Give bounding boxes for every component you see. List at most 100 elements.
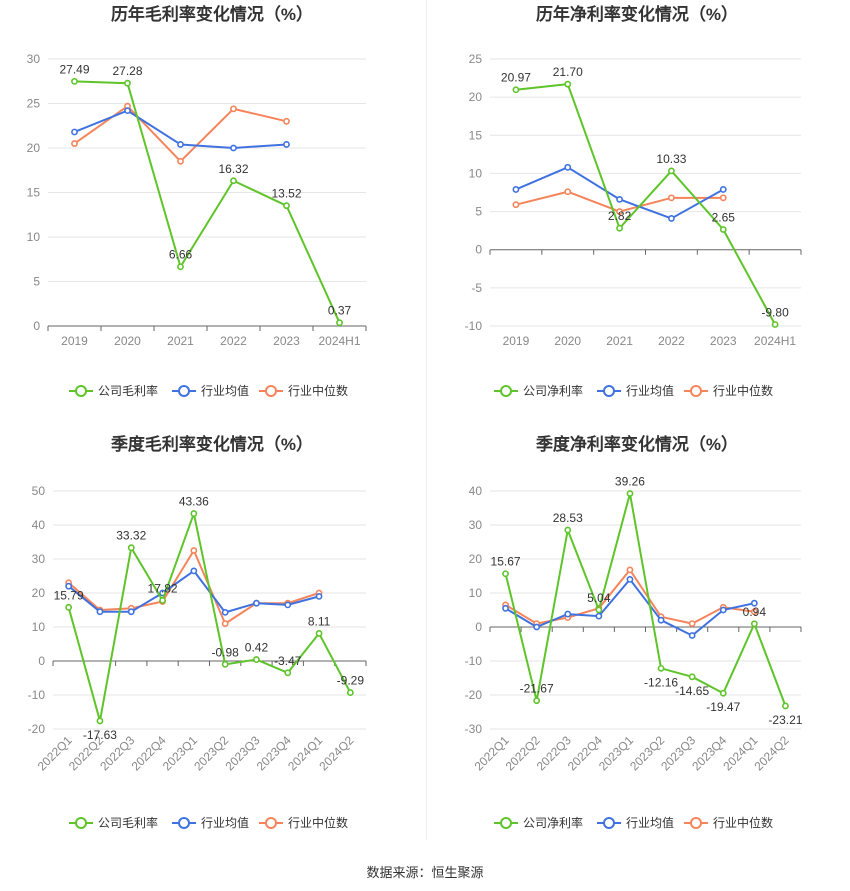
data-point-median xyxy=(190,547,198,554)
chart-title: 季度净利率变化情况（%） xyxy=(536,434,738,454)
y-tick-label: 40 xyxy=(32,518,46,532)
x-tick-label: 2019 xyxy=(503,334,530,348)
legend-label: 行业均值 xyxy=(201,383,249,398)
data-point-mean xyxy=(750,599,758,607)
y-tick-label: 30 xyxy=(469,518,483,532)
legend-swatch-marker xyxy=(500,385,512,397)
data-point-median xyxy=(688,620,696,627)
x-tick-label: 2020 xyxy=(554,334,581,348)
data-label: 33.32 xyxy=(116,529,146,543)
y-tick-label: -10 xyxy=(465,654,483,668)
y-tick-label: 10 xyxy=(469,166,483,180)
data-label: 21.70 xyxy=(553,65,583,79)
legend-label: 行业中位数 xyxy=(713,383,773,398)
data-label: 20.97 xyxy=(501,71,531,85)
y-tick-label: -10 xyxy=(465,319,483,333)
legend-swatch-marker xyxy=(178,385,190,397)
data-point-company xyxy=(657,664,665,672)
data-point-median xyxy=(177,157,184,165)
x-tick-label: 2023 xyxy=(273,334,300,348)
y-tick-label: 10 xyxy=(469,586,483,600)
data-point-company xyxy=(177,263,184,271)
data-point-company xyxy=(127,544,135,552)
chart-panel-annual-gross-margin: 历年毛利率变化情况（%） 0 5 10 15 20 25 30 2019 2020 2021 2022… xyxy=(0,0,425,430)
data-label: 0.37 xyxy=(328,304,352,318)
data-point-company xyxy=(688,673,696,681)
data-point-company xyxy=(668,167,675,175)
series-line-company xyxy=(74,80,341,324)
data-point-company xyxy=(71,77,78,85)
data-point-mean xyxy=(283,141,290,148)
legend-swatch-marker xyxy=(265,817,277,829)
data-point-median xyxy=(230,105,237,113)
x-tick-label: 2021 xyxy=(167,334,194,348)
data-point-company xyxy=(533,697,541,705)
data-point-mean xyxy=(124,107,131,115)
y-tick-label: 25 xyxy=(469,52,483,66)
legend-label: 行业中位数 xyxy=(288,383,348,398)
data-point-median xyxy=(626,566,634,574)
data-point-mean xyxy=(616,195,623,203)
data-point-company xyxy=(221,660,229,668)
data-label: -0.98 xyxy=(211,645,239,659)
data-point-company xyxy=(65,603,73,611)
y-tick-label: 40 xyxy=(469,484,483,498)
data-point-mean xyxy=(221,608,229,616)
y-tick-label: 20 xyxy=(32,586,46,600)
chart-title: 季度毛利率变化情况（%） xyxy=(111,434,313,454)
legend-swatch-marker xyxy=(690,817,702,829)
series-line-company xyxy=(504,492,787,707)
data-source-footer: 数据来源：恒生聚源 xyxy=(366,865,484,880)
data-point-mean xyxy=(595,612,603,620)
data-label: 0.42 xyxy=(245,641,269,655)
quarterly-gross-margin-chart: 季度毛利率变化情况（%）-20-10010203040502022Q12022Q… xyxy=(28,434,367,830)
data-point-mean xyxy=(71,128,78,136)
data-point-mean xyxy=(230,144,237,152)
data-point-company xyxy=(283,202,290,210)
y-tick-label: 0 xyxy=(475,620,482,634)
x-tick-label: 2022 xyxy=(220,334,247,348)
annual-net-margin-chart: 历年净利率变化情况（%） -10 -5 0 5 10 15 20 25 2019 2020 2021 2… xyxy=(465,4,802,398)
data-label: 27.49 xyxy=(59,62,89,76)
data-label: 2.82 xyxy=(608,209,632,223)
data-label: -21.67 xyxy=(520,682,554,696)
data-label: -23.21 xyxy=(768,713,802,727)
y-tick-label: 15 xyxy=(27,186,41,200)
data-point-median xyxy=(221,620,229,627)
chart-title: 历年毛利率变化情况（%） xyxy=(111,4,313,24)
legend-swatch-marker xyxy=(603,385,615,397)
x-tick-label: 2022 xyxy=(658,334,685,348)
data-label: 27.28 xyxy=(112,64,142,78)
data-point-mean xyxy=(127,608,135,616)
series-line-mean xyxy=(68,569,320,614)
data-point-median xyxy=(750,608,758,616)
data-label: -9.80 xyxy=(761,305,789,319)
y-tick-label: 30 xyxy=(32,552,46,566)
data-label: 10.33 xyxy=(656,152,686,166)
y-tick-label: 20 xyxy=(469,552,483,566)
data-point-company xyxy=(124,79,131,87)
data-point-median xyxy=(564,188,572,196)
data-point-mean xyxy=(177,141,184,148)
data-point-company xyxy=(346,689,354,696)
data-label: -19.47 xyxy=(706,700,740,714)
data-label: 15.67 xyxy=(491,555,521,569)
data-point-mean xyxy=(533,623,541,631)
legend-label: 公司净利率 xyxy=(523,383,583,398)
data-label: -3.47 xyxy=(274,654,302,668)
data-point-mean xyxy=(668,215,675,222)
legend-label: 行业中位数 xyxy=(288,815,348,830)
y-tick-label: 50 xyxy=(32,484,46,498)
data-point-company xyxy=(616,224,623,232)
data-point-median xyxy=(283,117,290,125)
data-point-mean xyxy=(719,186,727,193)
y-tick-label: -30 xyxy=(465,722,483,736)
chart-title: 历年净利率变化情况（%） xyxy=(536,4,738,24)
x-tick-label: 2024H1 xyxy=(754,334,796,348)
annual-gross-margin-chart: 历年毛利率变化情况（%） 0 5 10 15 20 25 30 2019 2020 2021 2022… xyxy=(27,4,367,398)
x-tick-label: 2020 xyxy=(114,334,141,348)
data-point-mean xyxy=(190,567,198,575)
x-tick-label: 2024Q2 xyxy=(316,733,356,773)
data-point-company xyxy=(253,656,260,663)
data-point-company xyxy=(750,620,758,628)
